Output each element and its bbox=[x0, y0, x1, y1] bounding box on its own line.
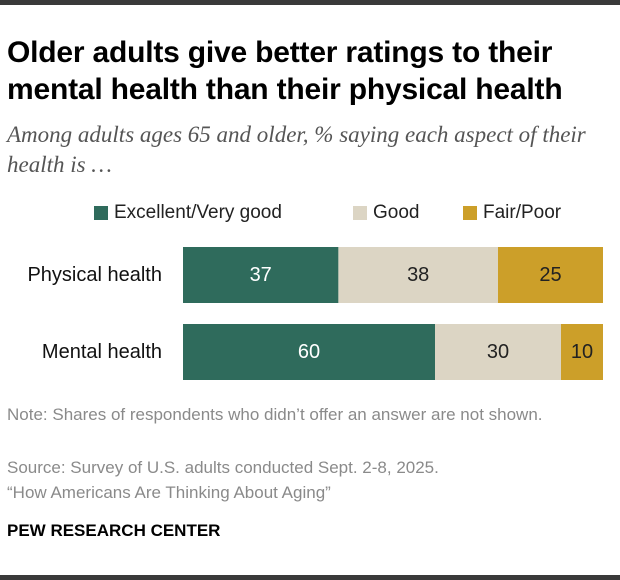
bar-segment-physical-health-excellent-very-good bbox=[183, 247, 339, 303]
bar-segment-physical-health-fair-poor bbox=[498, 247, 603, 303]
stacked-bar-chart: Physical health 37 38 25 Mental health 60 30 10 bbox=[27, 247, 603, 380]
data-label-physical-health-good: 38 bbox=[407, 264, 429, 286]
chart-subtitle: Among adults ages 65 and older, % saying… bbox=[7, 122, 586, 177]
data-label-physical-health-excellent-very-good: 37 bbox=[250, 264, 272, 286]
legend-label-good: Good bbox=[373, 202, 420, 223]
data-label-mental-health-fair-poor: 10 bbox=[571, 341, 593, 363]
category-label-physical-health: Physical health bbox=[27, 264, 162, 286]
data-label-mental-health-good: 30 bbox=[487, 341, 509, 363]
source-line: Source: Survey of U.S. adults conducted … bbox=[7, 458, 439, 477]
legend-label-fair-poor: Fair/Poor bbox=[483, 202, 562, 223]
chart-title: Older adults give better ratings to thei… bbox=[7, 36, 563, 106]
brand-name: PEW RESEARCH CENTER bbox=[7, 521, 221, 540]
legend-swatch-good bbox=[353, 206, 367, 220]
category-label-mental-health: Mental health bbox=[42, 341, 162, 363]
legend: Excellent/Very good Good Fair/Poor bbox=[0, 201, 620, 225]
data-label-mental-health-excellent-very-good: 60 bbox=[298, 341, 320, 363]
bar-segment-mental-health-excellent-very-good bbox=[183, 324, 435, 380]
legend-swatch-excellent bbox=[94, 206, 108, 220]
bar-segment-mental-health-fair-poor bbox=[561, 324, 603, 380]
footnote: Note: Shares of respondents who didn’t o… bbox=[7, 405, 543, 424]
legend-item-excellent: Excellent/Very good bbox=[94, 201, 282, 225]
data-label-physical-health-fair-poor: 25 bbox=[539, 264, 561, 286]
top-rule bbox=[0, 0, 620, 5]
legend-label-excellent: Excellent/Very good bbox=[114, 202, 282, 223]
legend-swatch-fair-poor bbox=[463, 206, 477, 220]
bottom-rule bbox=[0, 575, 620, 580]
legend-item-good: Good bbox=[353, 201, 419, 225]
bar-segment-physical-health-good bbox=[338, 247, 498, 303]
report-title: “How Americans Are Thinking About Aging” bbox=[7, 483, 331, 502]
legend-item-fair-poor: Fair/Poor bbox=[463, 201, 561, 225]
bar-segment-mental-health-good bbox=[435, 324, 561, 380]
